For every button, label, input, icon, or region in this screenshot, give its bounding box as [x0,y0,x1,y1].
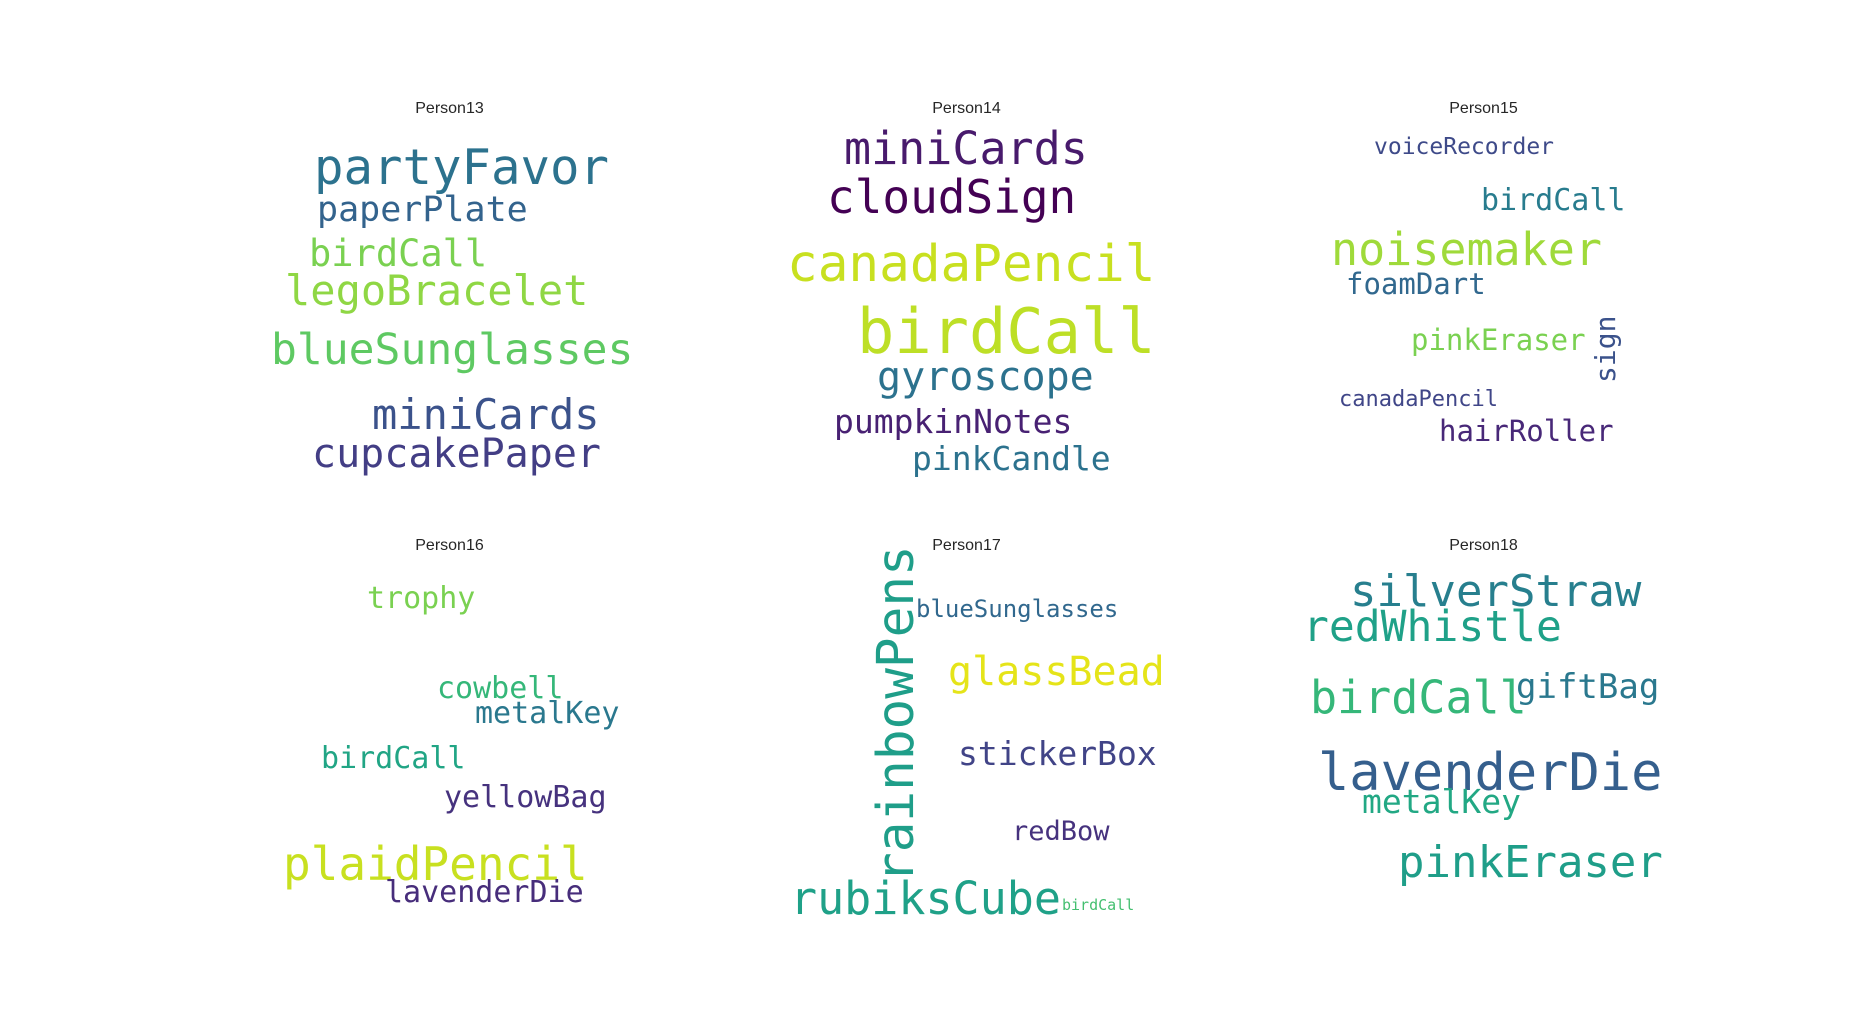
panel-title: Person15 [1449,100,1518,117]
wordcloud-panel-person17: Person17 [779,537,1154,937]
cloud-word: plaidPencil [283,837,588,891]
cloud-word: cloudSign [827,170,1077,224]
cloud-word: giftBag [1516,667,1660,707]
wordcloud-panel-person14: Person14 [779,100,1154,500]
wordcloud-panel-person18: Person18 [1296,537,1671,937]
panel-title: Person17 [932,537,1001,554]
cloud-word: canadaPencil [787,235,1156,294]
wordcloud-panel-person15: Person15 [1296,100,1671,500]
cloud-word: canadaPencil [1339,387,1498,412]
cloud-word: metalKey [1362,782,1521,821]
wordcloud-panel-person16: Person16 [262,537,637,937]
cloud-word: birdCall [1481,183,1626,218]
cloud-word: metalKey [475,696,620,731]
panel-title: Person13 [415,100,484,117]
cloud-word: cupcakePaper [312,431,601,477]
cloud-word: lavenderDie [385,875,584,910]
panel-title: Person14 [932,100,1001,117]
cloud-word: birdCall [1310,671,1527,724]
cloud-word: paperPlate [317,190,528,230]
cloud-word: hairRoller [1439,414,1614,448]
cloud-word: legoBracelet [285,266,589,315]
cloud-word: birdCall [857,295,1156,368]
cloud-word: glassBead [948,649,1165,695]
cloud-word: redWhistle [1303,602,1562,652]
cloud-word: blueSunglasses [916,595,1119,623]
cloud-word: foamDart [1346,267,1486,301]
cloud-word: redBow [1012,816,1110,847]
cloud-word: miniCards [372,390,600,439]
panel-title: Person16 [415,537,484,554]
cloud-word: miniCards [844,122,1088,175]
cloud-word: pumpkinNotes [834,402,1073,441]
cloud-word: blueSunglasses [271,325,634,375]
panel-title: Person18 [1449,537,1518,554]
cloud-word: partyFavor [314,139,610,196]
cloud-word: lavenderDie [1318,743,1663,803]
cloud-word: pinkCandle [912,439,1111,478]
cloud-word: cowbell [437,671,564,706]
cloud-word: rubiksCube [790,872,1061,925]
cloud-word: rainbowPens [867,545,926,883]
cloud-word: birdCall [309,232,488,275]
cloud-word: silverStraw [1350,566,1642,617]
cloud-word: sign [1589,315,1622,383]
cloud-word: birdCall [1062,896,1135,914]
cloud-word: voiceRecorder [1374,134,1555,160]
cloud-word: gyroscope [877,354,1094,400]
cloud-word: birdCall [321,741,466,776]
cloud-word: stickerBox [958,734,1157,773]
wordcloud-panel-person13: Person13 [262,100,637,500]
cloud-word: noisemaker [1331,223,1602,276]
cloud-word: trophy [367,581,476,616]
cloud-word: yellowBag [444,780,607,815]
cloud-word: pinkEraser [1398,837,1663,888]
cloud-word: pinkEraser [1411,323,1586,357]
